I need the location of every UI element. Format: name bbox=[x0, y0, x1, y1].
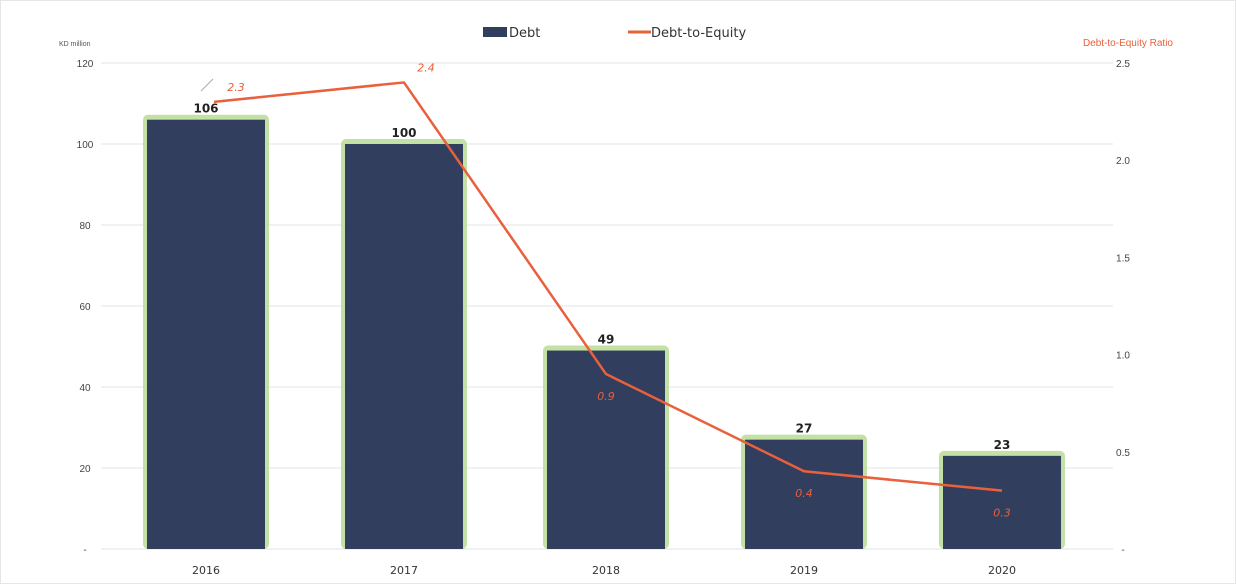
left-tick-label: 100 bbox=[77, 140, 94, 151]
legend-swatch-bar bbox=[483, 27, 507, 37]
bar bbox=[547, 350, 665, 549]
legend-label-line: Debt-to-Equity bbox=[651, 26, 746, 41]
bar bbox=[943, 455, 1061, 549]
left-tick-label: 60 bbox=[79, 302, 91, 313]
left-tick-label: 120 bbox=[77, 59, 94, 70]
ratio-value-label: 0.9 bbox=[597, 390, 615, 403]
left-axis-title: KD million bbox=[59, 41, 91, 48]
bar bbox=[345, 144, 463, 549]
x-tick-label: 2016 bbox=[192, 564, 220, 577]
left-tick-label: - bbox=[83, 545, 86, 556]
ratio-line-path bbox=[213, 81, 1003, 492]
bar-value-label: 100 bbox=[391, 126, 416, 140]
bars bbox=[143, 114, 1065, 549]
left-tick-label: 40 bbox=[79, 383, 91, 394]
right-tick-label: - bbox=[1121, 545, 1124, 556]
bar bbox=[745, 439, 863, 549]
right-tick-label: 0.5 bbox=[1116, 448, 1130, 459]
left-tick-label: 80 bbox=[79, 221, 91, 232]
right-tick-label: 2.0 bbox=[1116, 156, 1130, 167]
ratio-value-label: 2.3 bbox=[227, 81, 245, 94]
left-tick-label: 20 bbox=[79, 464, 91, 475]
bar bbox=[147, 119, 265, 549]
bar-value-label: 49 bbox=[598, 333, 615, 347]
ratio-value-label: 2.4 bbox=[417, 61, 435, 74]
ratio-line bbox=[213, 81, 1003, 492]
legend: Debt Debt-to-Equity bbox=[483, 26, 746, 41]
ratio-value-label: 0.3 bbox=[993, 507, 1011, 520]
right-tick-label: 1.5 bbox=[1116, 253, 1130, 264]
ratio-value-label: 0.4 bbox=[795, 487, 813, 500]
legend-label-bar: Debt bbox=[509, 26, 540, 41]
right-tick-label: 2.5 bbox=[1116, 59, 1130, 70]
bar-value-label: 27 bbox=[796, 422, 813, 436]
data-labels: 106 100 49 27 23 2.3 2.4 0.9 0.4 0.3 bbox=[193, 61, 1010, 519]
axes: - 20 40 60 80 100 120 - 0.5 1.0 1.5 2.0 2.5 KD millio… bbox=[59, 38, 1173, 577]
right-axis-title: Debt-to-Equity Ratio bbox=[1083, 38, 1173, 49]
x-tick-label: 2018 bbox=[592, 564, 620, 577]
bar-value-label: 106 bbox=[193, 102, 218, 116]
x-tick-label: 2017 bbox=[390, 564, 418, 577]
x-tick-label: 2019 bbox=[790, 564, 818, 577]
x-tick-label: 2020 bbox=[988, 564, 1016, 577]
label-leader-line bbox=[200, 78, 214, 92]
bar-value-label: 23 bbox=[994, 438, 1011, 452]
right-tick-label: 1.0 bbox=[1116, 351, 1130, 362]
